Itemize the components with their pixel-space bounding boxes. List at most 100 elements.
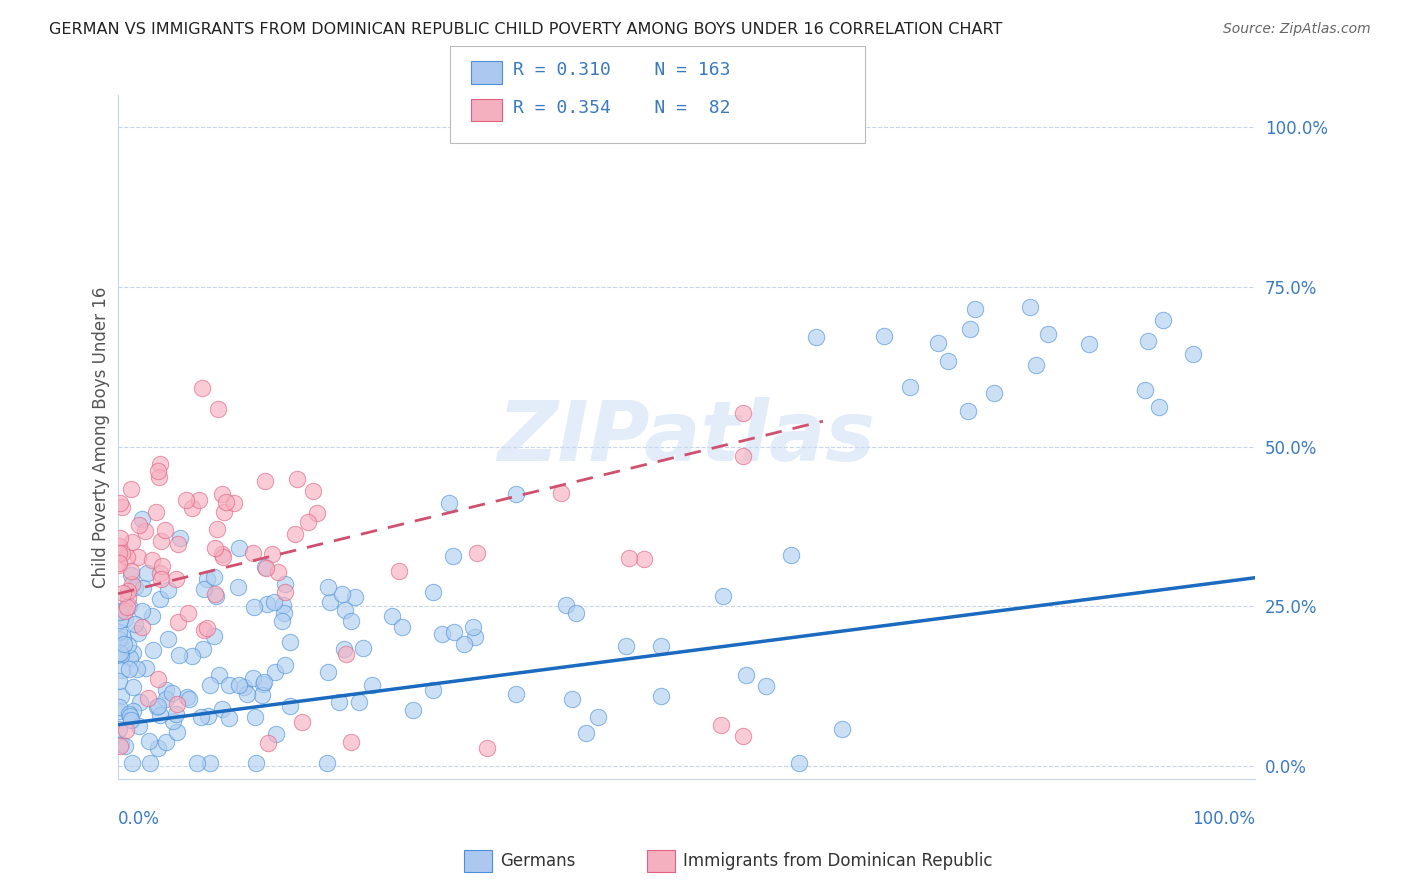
- Point: [274, 657, 297, 672]
- Point: [204, 587, 226, 601]
- Point: [291, 715, 314, 730]
- Point: [198, 677, 221, 691]
- Point: [1025, 358, 1047, 372]
- Point: [111, 663, 134, 677]
- Point: [710, 717, 733, 731]
- Point: [733, 407, 755, 421]
- Point: [733, 449, 755, 463]
- Point: [711, 589, 734, 603]
- Point: [262, 547, 284, 561]
- Point: [108, 546, 131, 560]
- Point: [343, 590, 366, 604]
- Point: [162, 714, 184, 728]
- Point: [212, 550, 235, 565]
- Point: [131, 512, 153, 526]
- Text: Germans: Germans: [501, 852, 576, 871]
- Point: [586, 709, 609, 723]
- Point: [242, 671, 264, 685]
- Y-axis label: Child Poverty Among Boys Under 16: Child Poverty Among Boys Under 16: [93, 286, 110, 588]
- Point: [328, 694, 350, 708]
- Point: [160, 686, 183, 700]
- Point: [127, 625, 149, 640]
- Point: [1152, 313, 1174, 327]
- Point: [215, 495, 238, 509]
- Point: [138, 734, 160, 748]
- Point: [302, 483, 325, 498]
- Point: [253, 474, 276, 488]
- Point: [165, 573, 187, 587]
- Point: [134, 524, 156, 539]
- Point: [108, 558, 131, 572]
- Point: [228, 678, 250, 692]
- Point: [278, 698, 301, 713]
- Point: [242, 547, 264, 561]
- Point: [121, 704, 143, 718]
- Point: [204, 541, 226, 556]
- Point: [166, 724, 188, 739]
- Point: [280, 634, 302, 648]
- Point: [108, 739, 131, 753]
- Point: [179, 692, 201, 706]
- Point: [465, 546, 488, 560]
- Point: [936, 353, 959, 368]
- Point: [319, 595, 342, 609]
- Point: [169, 531, 191, 545]
- Point: [461, 620, 484, 634]
- Point: [108, 646, 131, 660]
- Point: [118, 599, 141, 613]
- Point: [108, 673, 131, 688]
- Point: [157, 632, 180, 646]
- Point: [505, 688, 527, 702]
- Point: [146, 699, 169, 714]
- Point: [108, 605, 131, 619]
- Point: [254, 559, 277, 574]
- Point: [141, 609, 163, 624]
- Point: [208, 667, 231, 681]
- Point: [956, 404, 979, 418]
- Point: [831, 722, 853, 736]
- Point: [254, 560, 277, 574]
- Point: [108, 556, 131, 570]
- Point: [443, 625, 465, 640]
- Text: 100.0%: 100.0%: [1192, 810, 1256, 828]
- Point: [186, 756, 208, 770]
- Point: [243, 600, 266, 615]
- Point: [235, 687, 257, 701]
- Point: [110, 737, 132, 751]
- Point: [561, 692, 583, 706]
- Point: [198, 756, 221, 770]
- Point: [166, 697, 188, 711]
- Point: [127, 549, 149, 564]
- Point: [271, 614, 294, 628]
- Point: [141, 553, 163, 567]
- Point: [927, 336, 949, 351]
- Point: [245, 756, 267, 770]
- Point: [441, 549, 464, 564]
- Point: [110, 648, 132, 663]
- Point: [108, 722, 131, 736]
- Point: [128, 719, 150, 733]
- Point: [873, 328, 896, 343]
- Point: [218, 710, 240, 724]
- Point: [381, 609, 404, 624]
- Text: R = 0.354    N =  82: R = 0.354 N = 82: [513, 99, 731, 117]
- Point: [316, 756, 339, 770]
- Point: [332, 587, 354, 601]
- Point: [150, 534, 173, 549]
- Point: [273, 606, 295, 620]
- Point: [779, 549, 801, 563]
- Point: [555, 599, 578, 613]
- Point: [108, 604, 131, 618]
- Point: [122, 646, 145, 660]
- Point: [181, 649, 204, 664]
- Point: [983, 386, 1005, 401]
- Point: [120, 564, 142, 578]
- Point: [211, 548, 233, 562]
- Point: [150, 558, 173, 573]
- Point: [146, 741, 169, 756]
- Point: [232, 680, 254, 694]
- Point: [307, 506, 329, 520]
- Point: [117, 549, 139, 564]
- Point: [422, 584, 444, 599]
- Point: [149, 708, 172, 723]
